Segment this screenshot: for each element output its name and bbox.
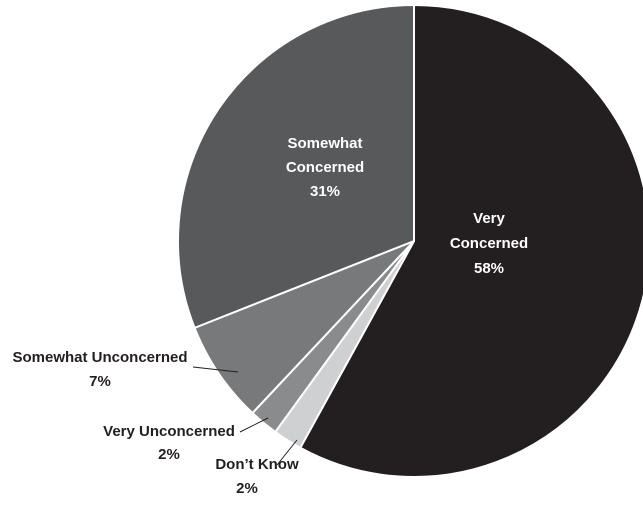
slice-label-somewhat-concerned-line-1: Somewhat [287, 135, 362, 152]
slice-label-somewhat-unconcerned: Somewhat Unconcerned [12, 349, 187, 366]
slice-value-very-unconcerned: 2% [158, 446, 180, 463]
leader-lines [192, 366, 298, 466]
leader-line-very-unconcerned [239, 417, 269, 433]
slice-value-somewhat-unconcerned: 7% [89, 373, 111, 390]
slice-label-very-concerned-line-2: Concerned [450, 235, 528, 252]
slice-value-don-t-know: 2% [236, 480, 258, 497]
slice-labels: Very Concerned 58% Don’t Know 2% Very Unconce… [12, 135, 528, 497]
slice-value-very-concerned: 58% [474, 260, 504, 277]
pie-slice-somewhat-unconcerned [193, 240, 415, 415]
slice-label-somewhat-concerned-line-2: Concerned [286, 159, 364, 176]
slice-label-very-unconcerned: Very Unconcerned [103, 423, 235, 440]
leader-line-somewhat-unconcerned [192, 366, 239, 373]
pie-slices [177, 3, 643, 478]
slice-value-somewhat-concerned: 31% [310, 183, 340, 200]
leader-line-don-t-know [276, 439, 298, 466]
pie-slice-somewhat-concerned [177, 3, 415, 330]
slice-label-very-concerned-line-1: Very [473, 210, 505, 227]
slice-label-don-t-know: Don’t Know [215, 456, 299, 473]
